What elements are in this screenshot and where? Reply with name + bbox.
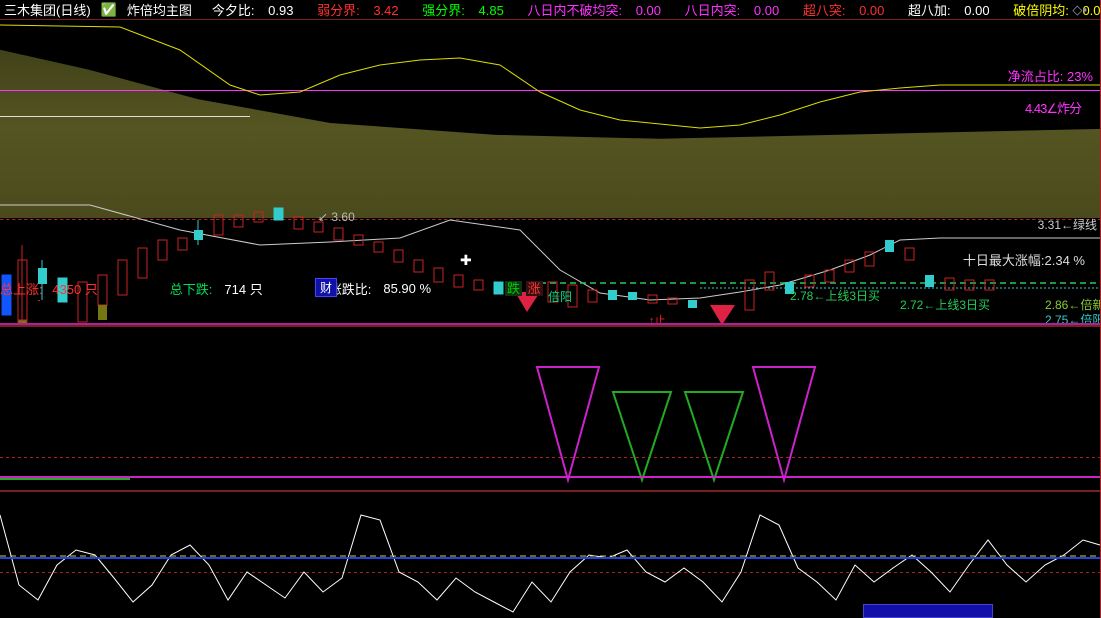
fall-badge[interactable]: 跌	[505, 281, 522, 296]
market-summary-row: 总上涨: 4350 只 总下跌: 714 只 涨跌比: 85.90 % 十日最大…	[0, 279, 1101, 297]
stock-title: 三木集团(日线)	[4, 0, 91, 19]
flow-zigzag-line	[0, 515, 1100, 612]
candle-group	[2, 208, 994, 327]
total-up-label: 总上涨: 4350 只	[0, 279, 104, 298]
chart-tooltip-box[interactable]	[863, 604, 993, 618]
header-metric-0: 今夕比: 0.93	[212, 0, 304, 19]
ratio-value: 85.90 %	[383, 281, 431, 296]
fall-rise-badges: 跌 涨	[505, 278, 543, 297]
flow-line-chart-panel	[0, 493, 1101, 618]
pyramid-chart-panel	[0, 345, 1101, 492]
pyramid-baseline-magenta	[0, 476, 1101, 478]
annotation-buy2: 2.72←上线3日买	[900, 296, 990, 313]
subtitle-label: 炸倍均主图	[127, 0, 192, 19]
header-right-icons: ◇▪	[1072, 2, 1087, 18]
header-metric-2: 强分界: 4.85	[422, 0, 514, 19]
total-down-value: 714 只	[224, 279, 262, 298]
crosshair-cursor[interactable]: ✚	[460, 252, 472, 269]
fin-badge[interactable]: 财	[315, 278, 337, 297]
header-metric-7: 破倍阴均: 0.00	[1013, 0, 1101, 19]
ten-day-max-gain-label: 十日最大涨幅:2.34 %	[963, 250, 1085, 269]
price-mark-360: ↙ 3.60	[318, 210, 355, 224]
rise-badge[interactable]: 涨	[526, 281, 543, 296]
header-metric-1: 弱分界: 3.42	[317, 0, 409, 19]
total-down-label: 总下跌:	[170, 279, 219, 298]
green-line-label: 3.31←绿线	[1038, 216, 1097, 233]
header-metric-6: 超八加: 0.00	[908, 0, 1000, 19]
main-chart-panel: 净流占比: 23% 4.43∠炸分	[0, 20, 1101, 327]
dropdown-check-icon[interactable]: ✅	[101, 2, 117, 18]
trading-app-window: { "header": { "title": "三木集团(日线)", "drop…	[0, 0, 1101, 618]
flow-line-chart-area[interactable]	[0, 510, 1101, 618]
panel1-divider	[0, 323, 1101, 325]
pyramid-baseline-green	[0, 478, 130, 480]
pyramid-chart-area[interactable]	[0, 362, 1101, 492]
header-metric-3: 八日内不破均突: 0.00	[527, 0, 671, 19]
header-metric-5: 超八突: 0.00	[803, 0, 895, 19]
main-header: 三木集团(日线) ✅ 炸倍均主图 今夕比: 0.93 弱分界: 3.42 强分界…	[0, 0, 1101, 20]
header-metric-4: 八日内突: 0.00	[685, 0, 790, 19]
